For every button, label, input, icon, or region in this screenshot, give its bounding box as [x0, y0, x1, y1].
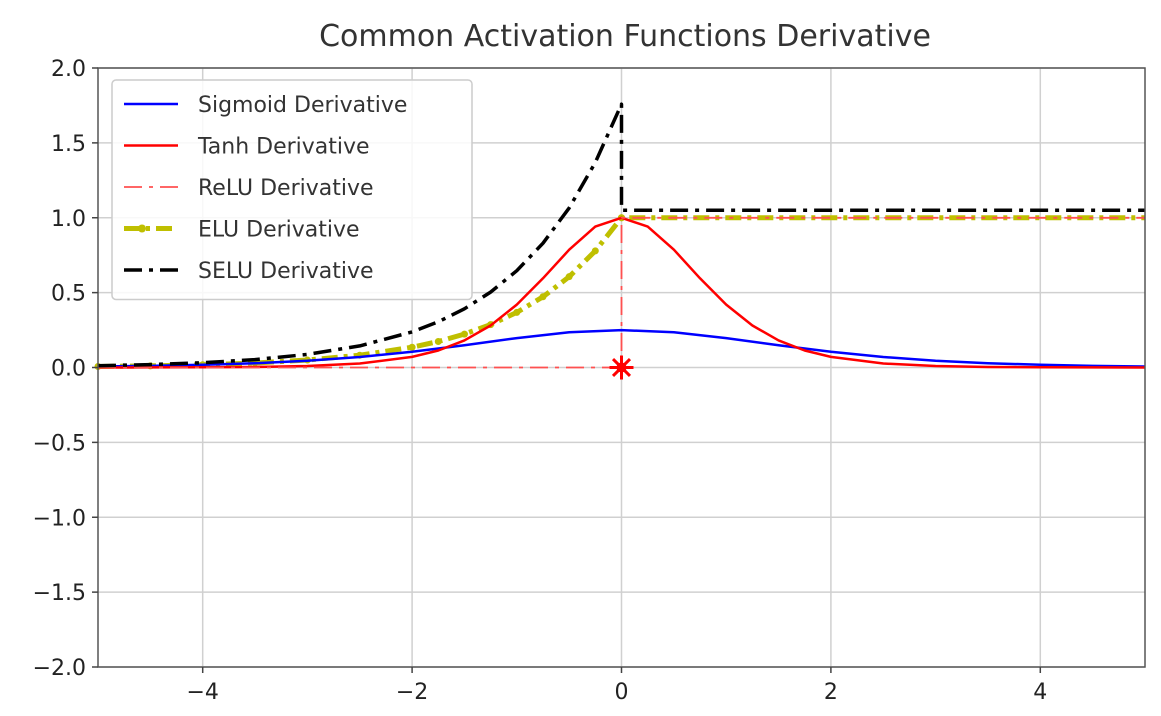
legend-item-sigmoid-derivative: Sigmoid Derivative	[124, 93, 407, 118]
series-line-relu-derivative	[98, 216, 1145, 369]
elu-point	[434, 337, 442, 345]
y-tick-label: −0.5	[33, 431, 86, 456]
series-line-sigmoid-derivative	[98, 328, 1145, 368]
legend-label: ELU Derivative	[198, 218, 360, 243]
legend-label: ReLU Derivative	[198, 176, 374, 201]
legend: Sigmoid Derivative Tanh Derivative ReLU De…	[111, 79, 473, 301]
x-tick-label: 2	[824, 680, 838, 705]
y-tick-label: 0.0	[51, 357, 86, 382]
legend-label: Sigmoid Derivative	[198, 93, 407, 118]
elu-point	[460, 330, 468, 338]
series-line-selu-derivative	[98, 102, 1145, 368]
elu-point	[565, 273, 573, 281]
elu-point	[408, 343, 416, 351]
marker-layer	[609, 355, 634, 380]
elu-point	[513, 308, 521, 316]
x-tick-label: −4	[186, 680, 218, 705]
y-tick-label: 1.0	[51, 207, 86, 232]
legend-label: Tanh Derivative	[197, 135, 370, 160]
y-tick-label: 0.5	[51, 282, 86, 307]
chart-title: Common Activation Functions Derivative	[319, 19, 931, 54]
legend-label: SELU Derivative	[198, 259, 374, 284]
y-tick-label: −1.5	[33, 581, 86, 606]
y-tick-label: −2.0	[33, 656, 86, 681]
relu-star-marker	[609, 355, 634, 380]
series-layer	[94, 102, 1145, 370]
legend-box	[111, 79, 473, 301]
elu-point	[591, 247, 599, 255]
x-tick-label: −2	[396, 680, 428, 705]
legend-item-relu-derivative: ReLU Derivative	[124, 176, 374, 201]
legend-swatch-marker	[138, 224, 146, 233]
x-tick-label: 0	[615, 680, 629, 705]
legend-item-elu-derivative: ELU Derivative	[124, 218, 360, 243]
legend-item-tanh-derivative: Tanh Derivative	[124, 135, 370, 160]
legend-item-selu-derivative: SELU Derivative	[124, 259, 374, 284]
elu-point	[539, 293, 547, 301]
y-tick-label: −1.0	[33, 506, 86, 531]
y-tick-label: 1.5	[51, 132, 86, 157]
x-tick-label: 4	[1033, 680, 1047, 705]
tick-layer: −4 −2 0 2 4 2.0 1.5 1.0 0.5 0.0 −0.5 −1.0 −1.5 −2.0	[33, 57, 1048, 705]
y-tick-label: 2.0	[51, 57, 86, 82]
